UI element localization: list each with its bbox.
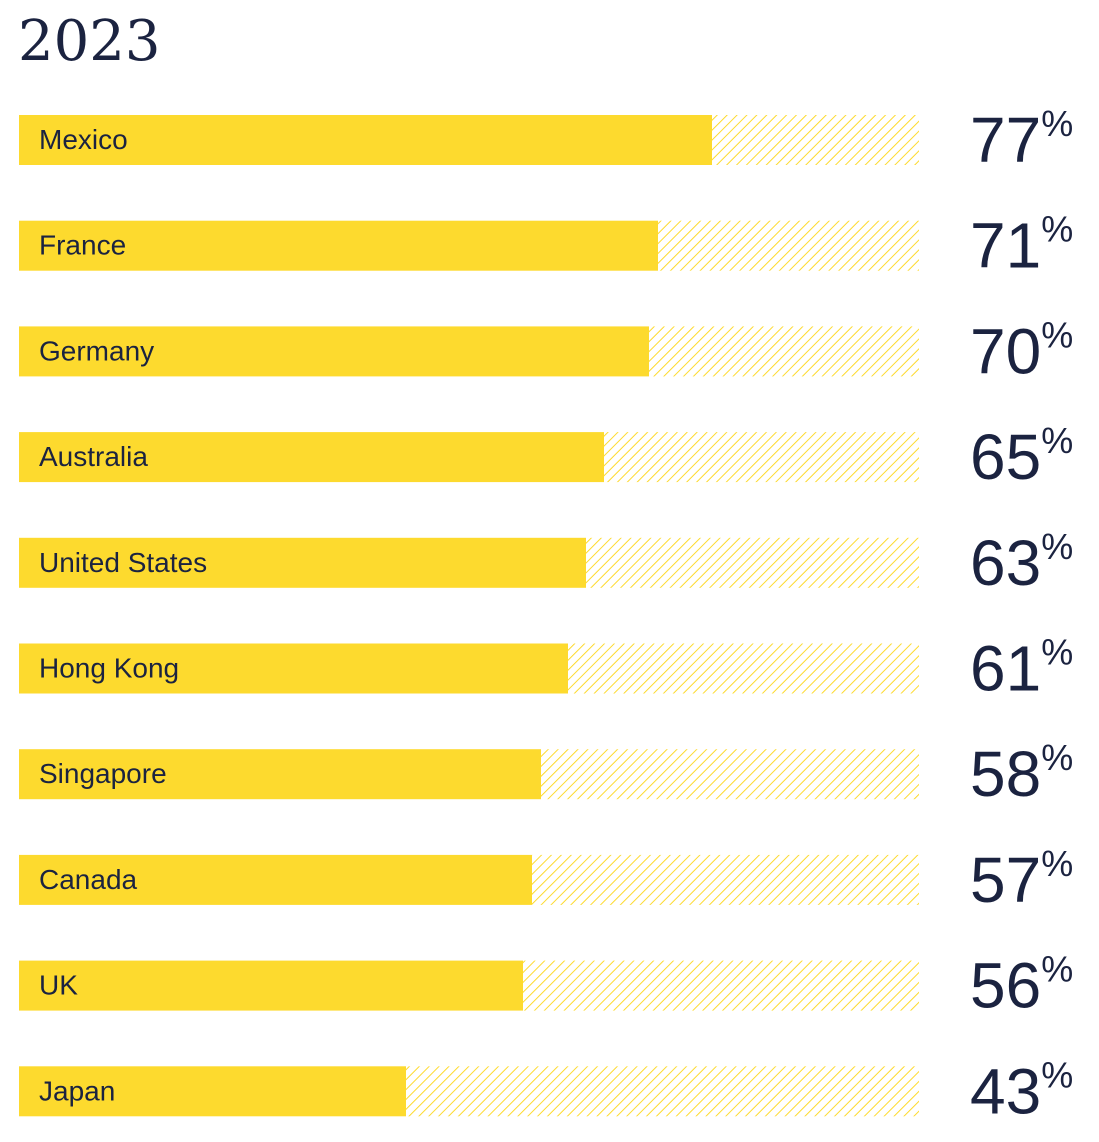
category-label: UK	[39, 970, 78, 1001]
bar-remainder	[658, 220, 919, 271]
category-label: Canada	[39, 864, 138, 895]
category-label: Hong Kong	[39, 653, 179, 684]
category-label: France	[39, 230, 126, 261]
bar	[19, 537, 586, 588]
bar-remainder	[523, 960, 919, 1011]
bar-remainder	[712, 115, 919, 165]
value-label: 61%	[970, 632, 1073, 705]
value-number: 56	[970, 950, 1041, 1022]
value-number: 58	[970, 738, 1041, 810]
bar-remainder	[406, 1066, 919, 1117]
value-number: 43	[970, 1055, 1041, 1127]
bar	[19, 326, 649, 377]
bar-row: United States 63%	[19, 526, 1073, 599]
percent-sign: %	[1041, 103, 1073, 144]
category-label: Japan	[39, 1075, 115, 1106]
bar-remainder	[586, 537, 919, 588]
bars-group: Mexico 77% France 71% Germany 70% Australia 65%…	[19, 103, 1073, 1127]
value-label: 57%	[970, 843, 1073, 916]
value-label: 43%	[970, 1054, 1073, 1127]
value-label: 65%	[970, 420, 1073, 493]
bar	[19, 115, 712, 165]
bar	[19, 960, 523, 1011]
value-number: 57	[970, 844, 1041, 916]
bar-remainder	[649, 326, 919, 377]
bar-row: Hong Kong 61%	[19, 632, 1073, 705]
bar-row: Canada 57%	[19, 843, 1073, 916]
percent-sign: %	[1041, 1054, 1073, 1095]
value-label: 71%	[970, 209, 1073, 282]
value-label: 63%	[970, 526, 1073, 599]
percent-sign: %	[1041, 209, 1073, 250]
category-label: Australia	[39, 441, 148, 472]
percent-sign: %	[1041, 526, 1073, 567]
value-number: 65	[970, 421, 1041, 493]
value-number: 61	[970, 633, 1041, 705]
bar	[19, 854, 532, 905]
value-number: 77	[970, 104, 1041, 176]
value-number: 70	[970, 315, 1041, 387]
bar-row: Germany 70%	[19, 314, 1073, 387]
percent-sign: %	[1041, 420, 1073, 461]
bar-remainder	[532, 854, 919, 905]
bar	[19, 749, 541, 800]
bar-row: Mexico 77%	[19, 103, 1073, 176]
percent-sign: %	[1041, 314, 1073, 355]
bar-row: Japan 43%	[19, 1054, 1073, 1127]
bar	[19, 1066, 406, 1117]
percent-sign: %	[1041, 737, 1073, 778]
percent-sign: %	[1041, 632, 1073, 673]
value-label: 56%	[970, 949, 1073, 1022]
value-label: 58%	[970, 737, 1073, 810]
chart-title: 2023	[18, 9, 161, 74]
category-label: Singapore	[39, 758, 167, 789]
bar-remainder	[604, 432, 919, 483]
category-label: United States	[39, 547, 207, 578]
percent-sign: %	[1041, 949, 1073, 990]
bar	[19, 220, 658, 271]
value-number: 63	[970, 527, 1041, 599]
category-label: Germany	[39, 335, 154, 366]
value-number: 71	[970, 210, 1041, 282]
value-label: 70%	[970, 314, 1073, 387]
bar-remainder	[541, 749, 919, 800]
bar-row: UK 56%	[19, 949, 1073, 1022]
bar-row: Singapore 58%	[19, 737, 1073, 810]
value-label: 77%	[970, 103, 1073, 176]
bar-row: Australia 65%	[19, 420, 1073, 493]
bar-row: France 71%	[19, 209, 1073, 282]
bar	[19, 432, 604, 483]
percent-sign: %	[1041, 843, 1073, 884]
category-label: Mexico	[39, 124, 128, 155]
bar-remainder	[568, 643, 919, 694]
bar	[19, 643, 568, 694]
